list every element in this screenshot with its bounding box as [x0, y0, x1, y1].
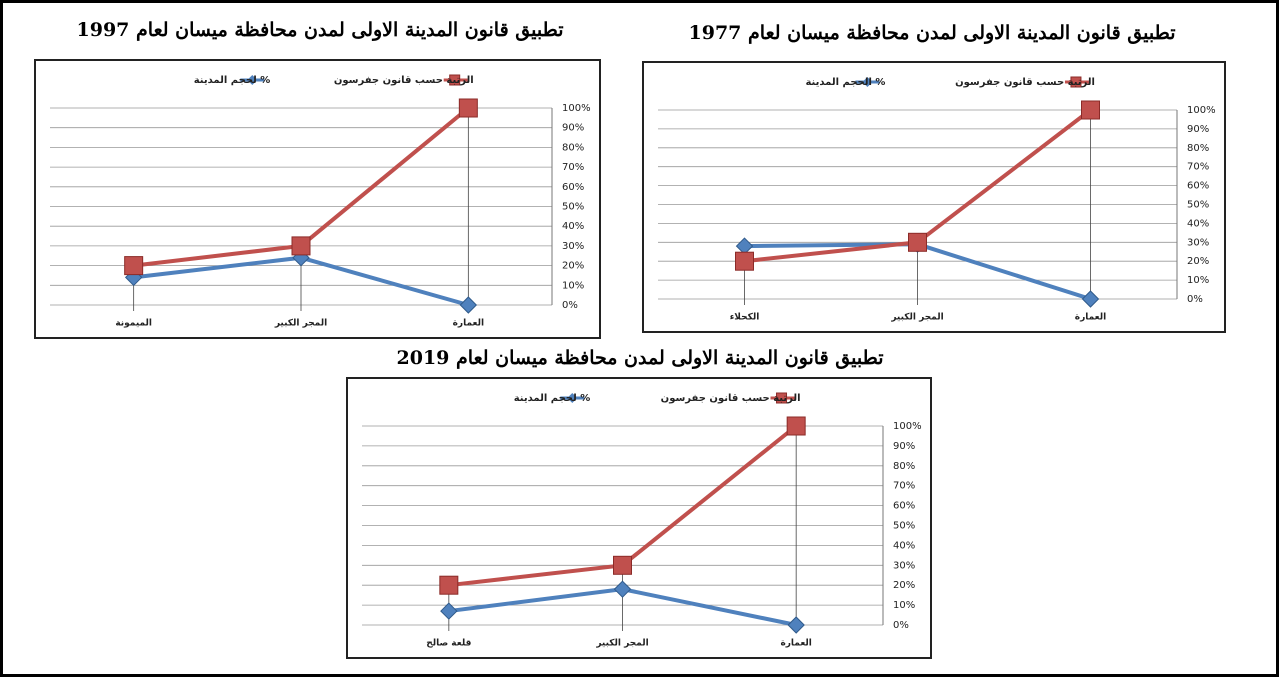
marker: [613, 555, 632, 575]
y-tick-label: 0%: [562, 300, 578, 311]
y-tick-label: 60%: [562, 182, 584, 193]
y-tick-label: 90%: [1187, 124, 1209, 135]
legend-marker: [1070, 76, 1082, 88]
x-tick-label: العمارة: [1075, 313, 1106, 323]
y-tick-label: 70%: [562, 162, 584, 173]
y-tick-label: 0%: [1187, 294, 1203, 305]
chart-box: [642, 61, 1226, 333]
marker: [786, 416, 806, 436]
marker: [124, 256, 144, 276]
y-tick-label: 80%: [562, 142, 584, 153]
y-tick-label: 100%: [893, 421, 922, 432]
y-tick-label: 80%: [893, 461, 915, 472]
y-tick-label: 100%: [562, 103, 591, 114]
marker: [1081, 100, 1100, 120]
marker: [908, 232, 927, 252]
marker: [459, 296, 478, 314]
legend-label: % لحجم المدينة: [194, 75, 271, 86]
marker: [1081, 290, 1100, 308]
y-tick-label: 10%: [1187, 275, 1209, 286]
legend-marker: [862, 77, 873, 87]
y-tick-label: 20%: [562, 261, 584, 272]
legend-marker: [776, 392, 788, 404]
y-tick-label: 10%: [562, 280, 584, 291]
legend-label: % لحجم المدينة: [514, 393, 591, 404]
marker: [735, 251, 754, 271]
y-tick-label: 30%: [562, 241, 584, 252]
x-tick-label: قلعة صالح: [426, 639, 471, 649]
y-tick-label: 20%: [1187, 256, 1209, 267]
y-tick-label: 40%: [893, 540, 915, 551]
x-tick-label: المجر الكبير: [890, 313, 943, 323]
y-tick-label: 90%: [893, 441, 915, 452]
marker: [613, 580, 632, 598]
y-tick-label: 50%: [893, 521, 915, 532]
marker: [787, 616, 805, 634]
x-tick-label: الميمونة: [115, 319, 152, 329]
x-tick-label: العمارة: [453, 319, 484, 329]
y-tick-label: 20%: [893, 580, 915, 591]
y-tick-label: 40%: [1187, 218, 1209, 229]
x-tick-label: الكحلاء: [730, 313, 760, 323]
y-tick-label: 30%: [893, 560, 915, 571]
y-tick-label: 40%: [562, 221, 584, 232]
marker: [439, 575, 459, 595]
y-tick-label: 0%: [893, 620, 909, 631]
x-tick-label: المجر الكبير: [274, 319, 327, 329]
y-tick-label: 60%: [1187, 181, 1209, 192]
y-tick-label: 60%: [893, 501, 915, 512]
legend-marker: [247, 75, 258, 85]
marker: [440, 602, 458, 620]
y-tick-label: 90%: [562, 123, 584, 134]
marker: [458, 98, 478, 118]
marker: [291, 236, 311, 256]
y-tick-label: 10%: [893, 600, 915, 611]
legend-marker: [449, 74, 461, 86]
legend-label: % الحجم المدينة: [805, 77, 885, 88]
chart-title: تطبيق قانون المدينة الاولى لمدن محافظة م…: [77, 19, 564, 41]
y-tick-label: 50%: [1187, 200, 1209, 211]
legend-label: الرتبة حسب قانون جفرسون: [334, 75, 474, 86]
y-tick-label: 80%: [1187, 143, 1209, 154]
y-tick-label: 70%: [893, 481, 915, 492]
legend-label: الرتبة حسب قانون جفرسون: [955, 77, 1095, 88]
chart-title: تطبيق قانون المدينة الاولى لمدن محافظة م…: [397, 347, 884, 369]
chart-title: تطبيق قانون المدينة الاولى لمدن محافظة م…: [689, 22, 1176, 44]
y-tick-label: 50%: [562, 202, 584, 213]
y-tick-label: 100%: [1187, 105, 1216, 116]
legend-label: الرتبة حسب قانون جفرسون: [661, 393, 801, 404]
y-tick-label: 70%: [1187, 162, 1209, 173]
chart-box: [34, 59, 601, 339]
legend-marker: [567, 393, 578, 403]
y-tick-label: 30%: [1187, 237, 1209, 248]
x-tick-label: المجر الكبير: [595, 639, 648, 649]
x-tick-label: العمارة: [780, 639, 811, 649]
chart-box: [346, 377, 932, 659]
